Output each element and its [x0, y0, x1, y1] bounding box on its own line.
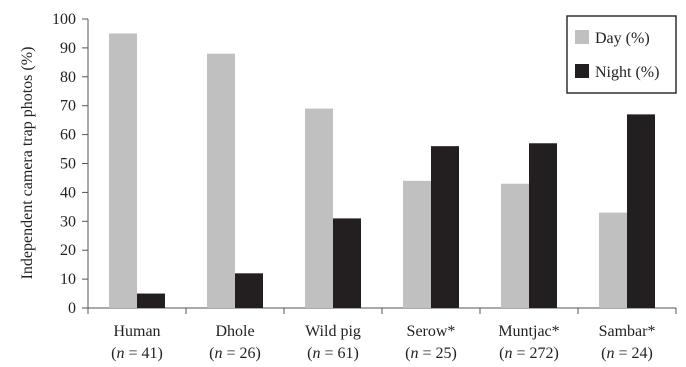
- y-tick-label: 10: [60, 271, 76, 288]
- legend-swatch-night: [575, 64, 589, 78]
- y-tick-label: 100: [52, 11, 76, 28]
- sample-size-symbol: n: [312, 345, 320, 362]
- sample-size-text: = 61): [320, 345, 358, 362]
- x-tick-label: Wild pig: [305, 323, 361, 340]
- y-tick-label: 20: [60, 242, 76, 259]
- sample-size-text: = 41): [124, 345, 162, 362]
- y-tick-label: 30: [60, 213, 76, 230]
- sample-size-text: = 24): [614, 345, 652, 362]
- legend: Day (%) Night (%): [566, 15, 677, 94]
- x-tick-sample-size: (n = 61): [307, 345, 359, 362]
- day-bar: [599, 212, 627, 308]
- x-tick-label: Serow*: [407, 323, 456, 340]
- day-bar: [403, 180, 431, 308]
- day-bar: [207, 53, 235, 309]
- sample-size-symbol: n: [410, 345, 418, 362]
- night-bar: [529, 143, 557, 308]
- y-tick-label: 70: [60, 98, 76, 115]
- legend-box: [566, 15, 677, 94]
- sample-size-symbol: n: [606, 345, 614, 362]
- sample-size-symbol: n: [214, 345, 222, 362]
- x-tick-label: Human: [113, 323, 160, 340]
- night-bar: [431, 146, 459, 308]
- sample-size-text: (: [499, 345, 504, 362]
- legend-label-day: Day (%): [595, 30, 650, 47]
- y-tick-label: 90: [60, 40, 76, 57]
- sample-size-text: = 272): [512, 345, 558, 362]
- y-tick-label: 50: [60, 156, 76, 173]
- day-bar: [501, 183, 529, 308]
- x-tick-sample-size: (n = 25): [405, 345, 457, 362]
- x-tick-sample-size: (n = 41): [111, 345, 163, 362]
- x-tick-label: Sambar*: [599, 323, 656, 340]
- y-tick-label: 0: [68, 300, 76, 317]
- sample-size-text: = 26): [222, 345, 260, 362]
- night-bar: [137, 293, 165, 308]
- sample-size-text: = 25): [418, 345, 456, 362]
- x-tick-label: Muntjac*: [498, 323, 559, 340]
- x-tick-sample-size: (n = 26): [209, 345, 261, 362]
- night-bar: [235, 273, 263, 308]
- night-bar: [627, 114, 655, 309]
- sample-size-text: (: [405, 345, 410, 362]
- y-tick-label: 40: [60, 184, 76, 201]
- y-tick-label: 60: [60, 127, 76, 144]
- night-bar: [333, 218, 361, 308]
- x-tick-sample-size: (n = 272): [499, 345, 559, 362]
- x-tick-label: Dhole: [215, 323, 254, 340]
- y-axis-label: Independent camera trap photos (%): [19, 47, 36, 280]
- sample-size-symbol: n: [116, 345, 124, 362]
- sample-size-text: (: [111, 345, 116, 362]
- sample-size-text: (: [209, 345, 214, 362]
- sample-size-text: (: [601, 345, 606, 362]
- day-bar: [109, 33, 137, 308]
- legend-swatch-day: [575, 30, 589, 44]
- sample-size-symbol: n: [504, 345, 512, 362]
- sample-size-text: (: [307, 345, 312, 362]
- legend-label-night: Night (%): [595, 64, 659, 81]
- y-tick-label: 80: [60, 69, 76, 86]
- bars: [109, 33, 655, 309]
- day-bar: [305, 108, 333, 308]
- x-tick-sample-size: (n = 24): [601, 345, 653, 362]
